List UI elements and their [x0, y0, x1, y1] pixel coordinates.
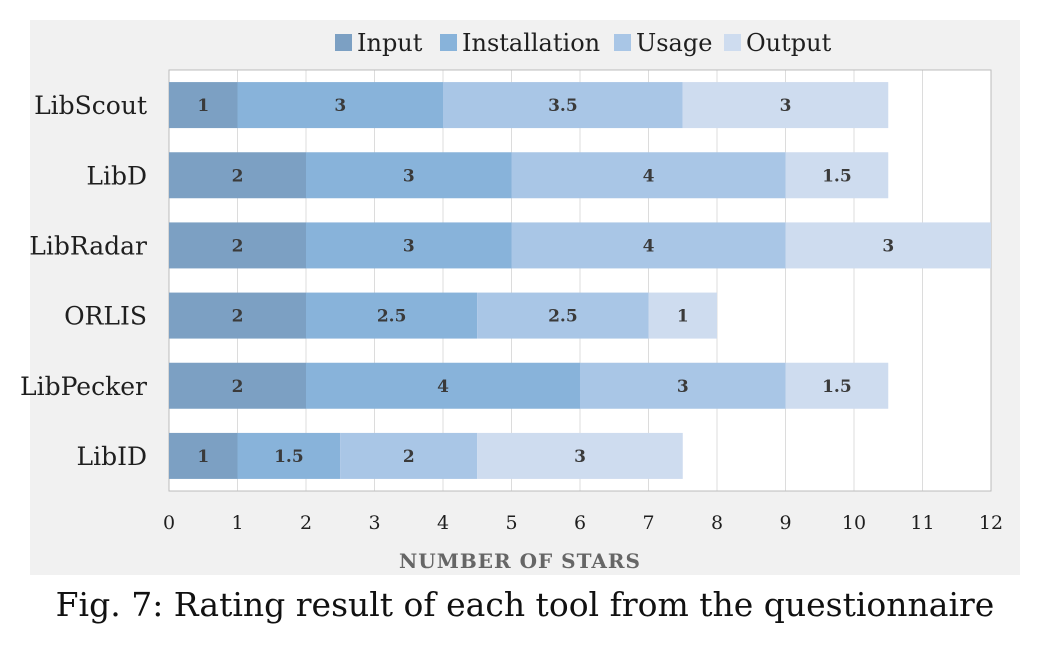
data-label-libscout-usage: 3.5: [548, 96, 578, 116]
x-tick-label-8: 8: [711, 512, 723, 534]
bar-libid-installation: [237, 432, 341, 479]
data-label-libpecker-installation: 4: [437, 377, 449, 397]
legend-swatch-output: [724, 34, 741, 51]
x-tick-label-9: 9: [779, 512, 791, 534]
bar-orlis-installation: [306, 292, 478, 339]
data-label-orlis-usage: 2.5: [548, 307, 578, 327]
bar-libid-usage: [340, 432, 478, 479]
bar-libradar-usage: [511, 222, 786, 269]
data-label-orlis-input: 2: [232, 307, 244, 327]
bar-libd-input: [169, 152, 306, 199]
x-tick-label-1: 1: [231, 512, 243, 534]
plot-border: [168, 69, 992, 492]
bar-libscout-installation: [237, 82, 443, 129]
bar-libpecker-input: [169, 362, 306, 409]
bar-libscout-input: [169, 82, 238, 129]
legend-swatch-usage: [614, 34, 631, 51]
x-tick-label-3: 3: [368, 512, 380, 534]
data-label-libradar-output: 3: [882, 236, 894, 256]
data-label-libid-usage: 2: [403, 447, 415, 467]
bar-libid-output: [477, 432, 683, 479]
chart-container: 1 3 3.5 3 LibScout 2 3 4 1.5 LibD 2 3 4 3 LibRadar 2 2.5…: [20, 20, 1020, 575]
legend-swatch-installation: [440, 34, 457, 51]
bar-libradar-output: [785, 222, 991, 269]
x-tick-label-0: 0: [163, 512, 175, 534]
x-tick-label-6: 6: [574, 512, 586, 534]
data-label-libid-output: 3: [574, 447, 586, 467]
category-label-libradar: LibRadar: [29, 231, 147, 260]
data-label-libd-input: 2: [232, 166, 244, 186]
legend-label-output: Output: [746, 29, 832, 57]
data-label-libd-installation: 3: [403, 166, 415, 186]
data-label-libid-installation: 1.5: [274, 447, 304, 467]
bar-libd-usage: [511, 152, 786, 199]
category-label-libid: LibID: [76, 442, 147, 471]
x-tick-label-7: 7: [642, 512, 654, 534]
data-label-libscout-installation: 3: [334, 96, 346, 116]
bar-libid-input: [169, 432, 238, 479]
data-label-libid-input: 1: [197, 447, 209, 467]
category-label-libscout: LibScout: [34, 91, 147, 120]
stacked-bar-chart: 1 3 3.5 3 LibScout 2 3 4 1.5 LibD 2 3 4 3 LibRadar 2 2.5…: [20, 20, 1020, 575]
x-tick-label-2: 2: [300, 512, 312, 534]
data-label-libscout-output: 3: [780, 96, 792, 116]
legend-swatch-input: [335, 34, 352, 51]
bar-libradar-installation: [306, 222, 512, 269]
data-label-orlis-installation: 2.5: [377, 307, 407, 327]
x-tick-label-4: 4: [437, 512, 449, 534]
category-label-orlis: ORLIS: [64, 302, 147, 331]
data-label-libscout-input: 1: [197, 96, 209, 116]
data-label-libradar-input: 2: [232, 236, 244, 256]
bar-libpecker-output: [785, 362, 889, 409]
category-label-libpecker: LibPecker: [20, 372, 147, 401]
data-label-libd-usage: 4: [643, 166, 655, 186]
bar-libpecker-installation: [306, 362, 580, 409]
x-tick-label-10: 10: [842, 512, 866, 534]
bar-libd-installation: [306, 152, 512, 199]
bar-libpecker-usage: [580, 362, 786, 409]
x-tick-label-12: 12: [979, 512, 1003, 534]
data-label-libradar-installation: 3: [403, 236, 415, 256]
legend-label-installation: Installation: [462, 29, 600, 57]
category-label-libd: LibD: [86, 161, 147, 190]
data-label-libd-output: 1.5: [822, 166, 852, 186]
data-label-libpecker-input: 2: [232, 377, 244, 397]
figure-caption: Fig. 7: Rating result of each tool from …: [55, 585, 995, 624]
bar-libd-output: [785, 152, 889, 199]
data-label-libpecker-usage: 3: [677, 377, 689, 397]
data-label-libpecker-output: 1.5: [822, 377, 852, 397]
legend-label-input: Input: [357, 29, 423, 57]
data-label-orlis-output: 1: [677, 307, 689, 327]
x-tick-label-11: 11: [910, 512, 934, 534]
x-axis-label: NUMBER OF STARS: [399, 549, 641, 573]
bar-libradar-input: [169, 222, 306, 269]
bar-libscout-output: [682, 82, 889, 129]
bar-orlis-usage: [477, 292, 649, 339]
bar-libscout-usage: [443, 82, 683, 129]
bar-orlis-input: [169, 292, 306, 339]
legend-label-usage: Usage: [636, 29, 712, 57]
bar-orlis-output: [648, 292, 717, 339]
x-tick-label-5: 5: [505, 512, 517, 534]
data-label-libradar-usage: 4: [643, 236, 655, 256]
